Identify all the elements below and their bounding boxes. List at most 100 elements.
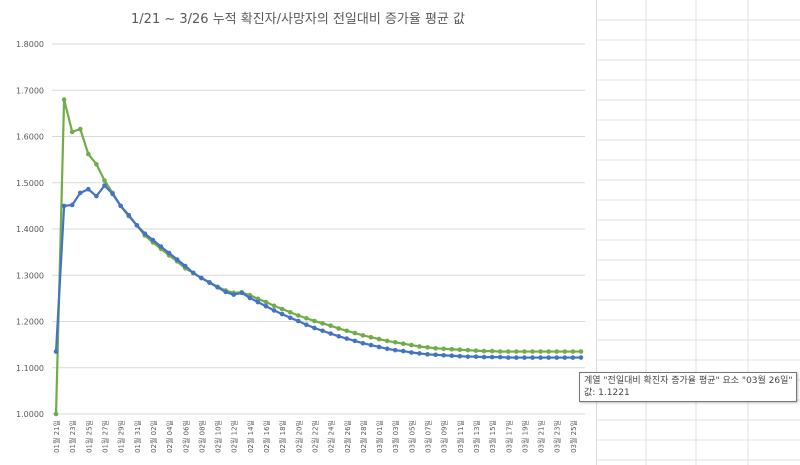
data-point[interactable] [207, 280, 212, 285]
data-point[interactable] [77, 126, 83, 132]
data-point[interactable] [320, 328, 325, 334]
data-point[interactable] [86, 151, 91, 157]
data-point[interactable] [304, 315, 309, 321]
data-point[interactable] [514, 349, 519, 354]
data-point[interactable] [401, 348, 406, 354]
data-point[interactable] [279, 306, 285, 312]
data-point[interactable] [425, 345, 430, 350]
data-point[interactable] [425, 352, 430, 357]
data-point[interactable] [352, 338, 358, 344]
data-point[interactable] [578, 355, 584, 360]
data-point[interactable] [530, 349, 535, 354]
data-point[interactable] [296, 318, 301, 324]
data-point[interactable] [392, 340, 398, 345]
data-point[interactable] [61, 203, 67, 209]
data-point[interactable] [53, 411, 59, 417]
data-point[interactable] [69, 202, 75, 208]
data-point[interactable] [191, 270, 196, 276]
data-point[interactable] [457, 347, 463, 353]
data-point[interactable] [231, 292, 236, 297]
data-point[interactable] [441, 346, 446, 352]
data-point[interactable] [247, 295, 253, 301]
data-point[interactable] [546, 355, 551, 360]
data-point[interactable] [522, 355, 527, 360]
data-point[interactable] [368, 342, 374, 348]
data-point[interactable] [53, 349, 59, 354]
data-point[interactable] [271, 303, 277, 309]
data-point[interactable] [94, 161, 99, 167]
data-point[interactable] [158, 244, 164, 249]
data-point[interactable] [457, 353, 463, 359]
data-point[interactable] [328, 331, 333, 336]
data-point[interactable] [336, 334, 341, 339]
data-point[interactable] [126, 212, 132, 218]
data-point[interactable] [489, 348, 495, 354]
data-point[interactable] [401, 341, 406, 347]
data-point[interactable] [538, 355, 543, 360]
data-point[interactable] [287, 309, 293, 315]
data-point[interactable] [497, 349, 503, 354]
data-point[interactable] [433, 346, 438, 351]
data-point[interactable] [522, 349, 527, 354]
data-point[interactable] [328, 323, 333, 328]
data-point[interactable] [320, 321, 325, 326]
data-point[interactable] [384, 346, 390, 352]
data-point[interactable] [505, 355, 511, 360]
data-point[interactable] [562, 349, 568, 354]
data-point[interactable] [368, 334, 374, 340]
data-point[interactable] [118, 203, 123, 209]
data-point[interactable] [481, 354, 487, 360]
data-point[interactable] [61, 97, 67, 102]
data-point[interactable] [134, 223, 140, 228]
data-point[interactable] [570, 349, 576, 354]
data-point[interactable] [409, 342, 414, 348]
data-point[interactable] [554, 349, 560, 354]
data-point[interactable] [514, 355, 519, 360]
data-point[interactable] [441, 352, 446, 358]
data-point[interactable] [239, 290, 245, 296]
data-point[interactable] [578, 349, 584, 354]
data-point[interactable] [409, 350, 414, 355]
data-point[interactable] [279, 311, 285, 317]
data-point[interactable] [142, 231, 148, 236]
data-point[interactable] [344, 328, 350, 334]
data-point[interactable] [360, 333, 366, 338]
data-point[interactable] [296, 313, 301, 318]
data-point[interactable] [199, 275, 204, 281]
data-point[interactable] [449, 346, 455, 352]
data-point[interactable] [344, 336, 350, 341]
data-point[interactable] [263, 303, 269, 309]
series-line[interactable] [54, 184, 581, 359]
data-point[interactable] [255, 296, 261, 302]
data-point[interactable] [497, 354, 503, 360]
data-point[interactable] [376, 344, 382, 350]
data-point[interactable] [505, 349, 511, 354]
data-point[interactable] [312, 318, 317, 324]
data-point[interactable] [570, 355, 576, 360]
data-point[interactable] [271, 308, 277, 313]
data-point[interactable] [538, 349, 543, 354]
data-point[interactable] [562, 355, 568, 360]
data-point[interactable] [465, 354, 471, 359]
data-point[interactable] [449, 353, 455, 359]
data-point[interactable] [376, 336, 382, 342]
data-point[interactable] [102, 178, 107, 183]
data-point[interactable] [465, 347, 471, 353]
data-point[interactable] [473, 348, 479, 353]
data-point[interactable] [77, 190, 83, 196]
data-point[interactable] [69, 129, 75, 135]
data-point[interactable] [86, 186, 91, 192]
data-point[interactable] [94, 193, 99, 199]
data-point[interactable] [417, 351, 422, 356]
data-point[interactable] [433, 352, 438, 358]
chart-area[interactable]: 1/21 ~ 3/26 누적 확진자/사망자의 전일대비 증가율 평균 값 1.… [0, 0, 597, 465]
data-point[interactable] [417, 344, 422, 349]
data-point[interactable] [166, 250, 172, 256]
data-point[interactable] [304, 322, 309, 328]
data-point[interactable] [215, 284, 220, 290]
data-point[interactable] [530, 355, 535, 360]
data-point[interactable] [489, 354, 495, 360]
data-point[interactable] [174, 257, 180, 262]
data-point[interactable] [312, 325, 317, 331]
data-point[interactable] [384, 338, 390, 344]
